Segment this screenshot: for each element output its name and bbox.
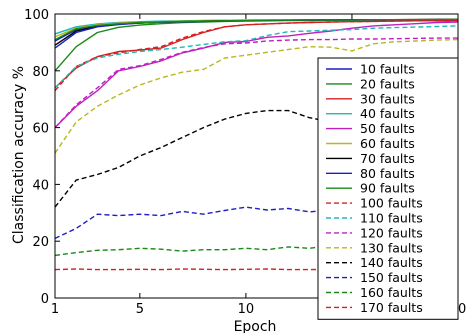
plot-area (55, 18, 458, 271)
legend-label: 40 faults (360, 106, 415, 121)
series-line-9 (55, 18, 458, 41)
series-line-17 (55, 268, 458, 271)
legend-label: 30 faults (360, 91, 415, 106)
series-line-13 (55, 38, 458, 154)
legend-label: 90 faults (360, 181, 415, 196)
x-tick-label: 10 (238, 302, 255, 317)
y-tick-label: 60 (32, 122, 49, 137)
y-axis-label: Classification accuracy % (11, 66, 27, 244)
legend-label: 50 faults (360, 121, 415, 136)
series-line-10 (55, 19, 458, 92)
legend-label: 120 faults (360, 225, 423, 240)
legend-label: 60 faults (360, 136, 415, 151)
legend-label: 100 faults (360, 196, 423, 211)
y-tick-label: 100 (24, 8, 49, 23)
legend-label: 140 faults (360, 255, 423, 270)
x-tick-label: 1 (51, 302, 59, 317)
legend-label: 150 faults (360, 270, 423, 285)
y-tick-label: 40 (32, 178, 49, 193)
series-line-12 (55, 37, 458, 129)
legend-label: 20 faults (360, 76, 415, 91)
x-tick-label: 5 (136, 302, 144, 317)
y-tick-label: 20 (32, 235, 49, 250)
legend-label: 170 faults (360, 300, 423, 315)
series-lines (55, 18, 458, 271)
legend-label: 80 faults (360, 166, 415, 181)
legend-label: 110 faults (360, 211, 423, 226)
series-line-5 (55, 21, 458, 129)
series-line-11 (55, 25, 458, 89)
y-tick-label: 0 (41, 292, 49, 307)
legend-label: 130 faults (360, 240, 423, 255)
legend-label: 10 faults (360, 62, 415, 77)
legend-label: 70 faults (360, 151, 415, 166)
y-tick-label: 80 (32, 65, 49, 80)
legend-label: 160 faults (360, 285, 423, 300)
x-axis-label: Epoch (234, 319, 277, 333)
